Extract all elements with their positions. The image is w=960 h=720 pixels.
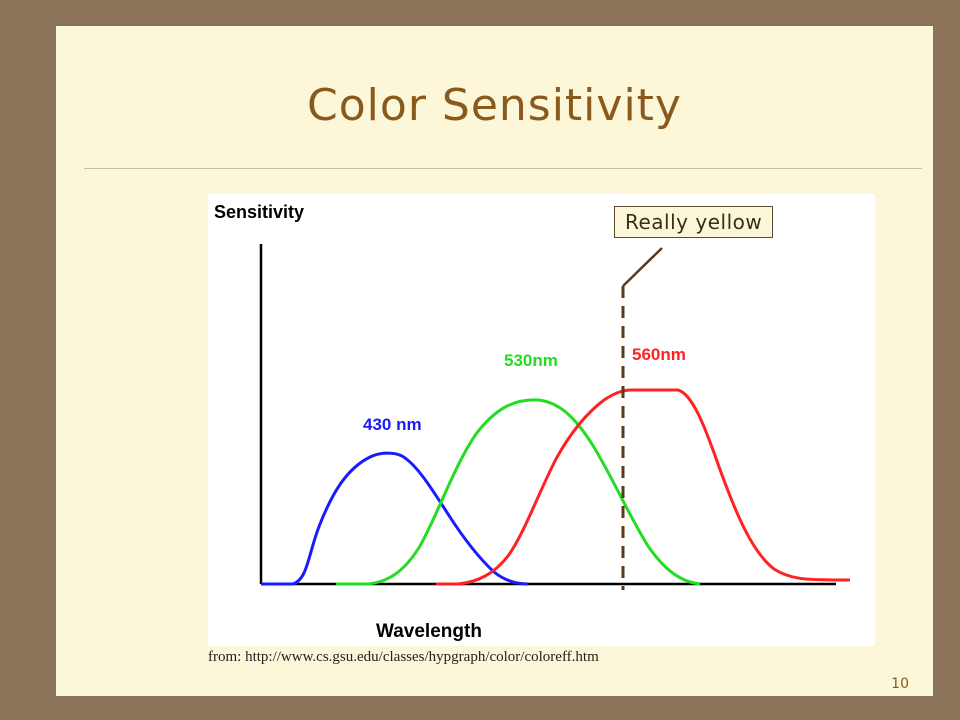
label-430nm: 430 nm <box>363 415 422 434</box>
label-530nm: 530nm <box>504 351 558 370</box>
page-number: 10 <box>891 676 909 692</box>
source-citation: from: http://www.cs.gsu.edu/classes/hypg… <box>208 649 599 665</box>
callout-pointer <box>622 247 663 287</box>
curve-530nm <box>336 398 701 586</box>
really-yellow-callout: Really yellow <box>614 206 774 238</box>
curve-560nm <box>436 388 850 586</box>
y-axis-label: Sensitivity <box>214 202 304 222</box>
sensitivity-figure: Sensitivity Wavelength 430 nm 530nm 560n… <box>208 194 875 646</box>
curve-430nm <box>261 451 529 586</box>
slide-title: Color Sensitivity <box>307 80 682 131</box>
label-560nm: 560nm <box>632 345 686 364</box>
x-axis-label: Wavelength <box>376 621 482 642</box>
title-divider <box>84 168 922 169</box>
sensitivity-svg: Sensitivity Wavelength 430 nm 530nm 560n… <box>214 202 850 642</box>
slide: Color Sensitivity Sensitivity Wavelength… <box>56 26 933 696</box>
